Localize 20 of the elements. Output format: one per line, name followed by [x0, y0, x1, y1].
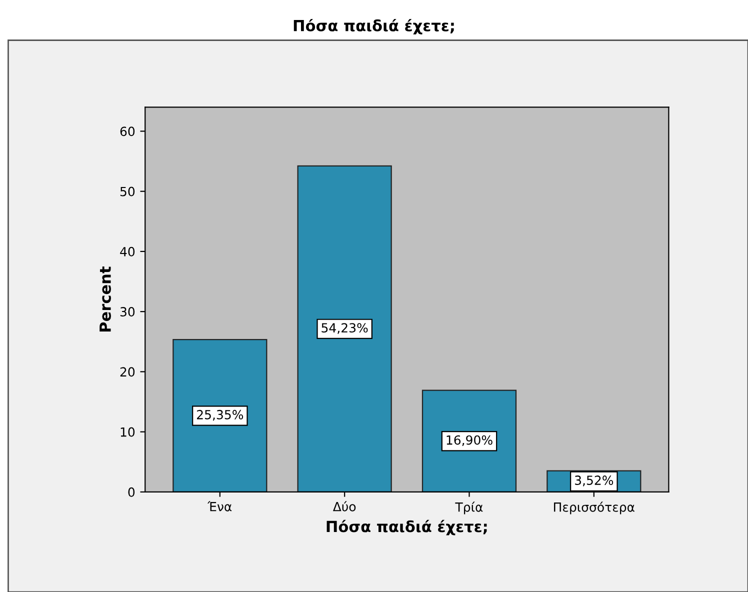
- bar: [297, 165, 392, 492]
- y-tick-label: 50: [120, 186, 135, 196]
- y-axis-title: Percent: [100, 266, 111, 332]
- chart-title: Πόσα παιδιά έχετε;: [294, 18, 454, 34]
- x-axis-title: Πόσα παιδιά έχετε;: [326, 520, 487, 536]
- data-label: 16,90%: [446, 435, 492, 446]
- y-tick-label: 0: [128, 487, 135, 497]
- data-label: 25,35%: [196, 410, 244, 421]
- x-tick-label: Ένα: [207, 501, 232, 512]
- y-tick-label: 30: [120, 307, 135, 317]
- data-label: 54,23%: [322, 323, 368, 334]
- x-tick-label: Δύο: [332, 501, 356, 512]
- y-tick-label: 20: [120, 367, 135, 377]
- data-label: 3,52%: [575, 476, 614, 486]
- x-tick-label: Τρία: [455, 502, 483, 514]
- bar: [172, 338, 268, 492]
- y-tick-label: 10: [120, 427, 135, 437]
- y-tick-label: 60: [120, 126, 135, 136]
- y-tick-label: 40: [120, 246, 135, 256]
- x-tick-label: Περισσότερα: [554, 502, 634, 514]
